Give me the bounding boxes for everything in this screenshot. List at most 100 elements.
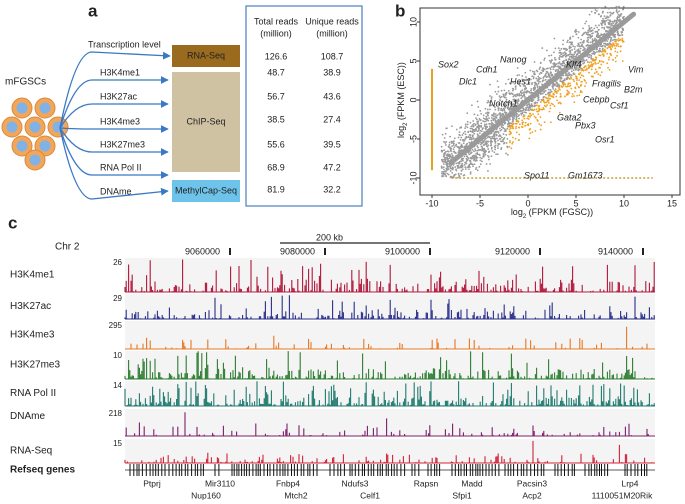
scatter-dot [582,75,585,78]
scatter-dot [547,93,549,95]
scatter-dot [525,109,527,112]
scatter-dot [502,139,504,141]
scatter-dot [469,130,472,133]
scatter-dot [476,149,479,152]
scatter-dot [543,95,545,98]
scatter-dot [564,55,567,58]
scatter-dot [482,117,485,120]
scatter-dot [583,32,585,35]
scatter-dot [489,83,491,86]
scatter-dot [614,60,617,63]
scatter-dot [607,37,610,40]
scatter-dot [546,75,549,78]
scatter-dot [608,42,611,44]
x-tick-label: 0 [525,198,530,208]
scatter-dot [543,68,546,71]
table-header: Unique reads [305,16,359,26]
scatter-dot [584,47,586,50]
scatter-dot [552,51,555,54]
scatter-dot [578,86,580,89]
scatter-dot [604,20,606,23]
scatter-dot [594,24,597,27]
scatter-dot [528,81,531,84]
scatter-dot [487,148,490,150]
track-bg [125,321,655,349]
scatter-dot [447,157,449,160]
scatter-dot [614,47,617,50]
scatter-dot [541,47,544,49]
scatter-dot [517,115,520,118]
scatter-dot [487,156,490,158]
scatter-dot [531,70,534,73]
scatter-dot [573,101,576,104]
scatter-dot [622,5,625,8]
scatter-dot [469,127,472,130]
gene-name: Ndufs3 [342,478,369,488]
scatter-dot [569,82,571,85]
scatter-dot [549,89,552,91]
scatter-dot [578,94,581,97]
scatter-dot [455,168,457,171]
scatter-dot [479,129,482,132]
scatter-dot [592,32,594,35]
scatter-dot [499,129,502,132]
coordinate: 9120000 [495,246,530,256]
scatter-dot [483,143,486,146]
scatter-dot [548,110,551,113]
scatter-dot [544,78,547,81]
scatter-dot [443,140,445,143]
scatter-dot [521,126,524,129]
scatter-dot [572,55,575,58]
scatter-dot [512,89,514,92]
scatter-dot [473,132,476,135]
signal [124,381,655,406]
scatter-dot [511,127,514,129]
arrow [59,125,169,133]
scatter-dot [505,91,508,94]
scatter-dot [574,45,576,48]
fgsc-gene: B2m [624,84,643,94]
scatter-dot [556,99,558,102]
coordinate: 9140000 [598,246,633,256]
scatter-dot [493,151,496,154]
scatter-dot [505,111,508,114]
esc-gene: Klf4 [566,59,582,69]
scatter-dot [546,71,549,74]
scatter-dot [480,112,482,115]
scatter-dot [611,24,614,27]
scatter-dot [521,78,524,81]
scatter-dot [616,39,619,41]
scatter-dot [523,82,526,85]
scatter-dot [554,47,557,50]
scatter-dot [463,155,466,158]
scatter-dot [613,36,616,38]
scatter-dot [499,99,502,102]
scatter-dot [596,30,599,33]
scatter-dot [480,119,482,121]
scatter-dot [529,115,532,118]
scatter-dot [512,95,515,98]
scatter-dot [561,82,564,85]
scatter-dot [612,34,615,36]
scatter-dot [594,56,597,59]
scatter-dot [449,149,452,152]
total-reads: 38.5 [267,114,285,124]
scatter-dot [512,119,515,122]
scatter-dot [488,122,490,125]
scatter-dot [524,71,527,74]
scatter-dot [531,75,534,78]
scatter-dot [550,102,553,105]
scatter-dot [571,95,573,98]
scatter-dot [485,123,488,126]
scatter-dot [596,26,599,29]
scatter-dot [527,109,529,111]
esc-gene: Notch1 [489,98,518,108]
scatter-dot [621,60,624,62]
scatter-dot [602,50,604,53]
scatter-dot [469,121,472,124]
scatter-dot [465,135,468,138]
scatter-dot [534,81,537,84]
scatter-dot [613,38,616,41]
scatter-dot [505,152,507,155]
scatter-dot [622,40,625,43]
